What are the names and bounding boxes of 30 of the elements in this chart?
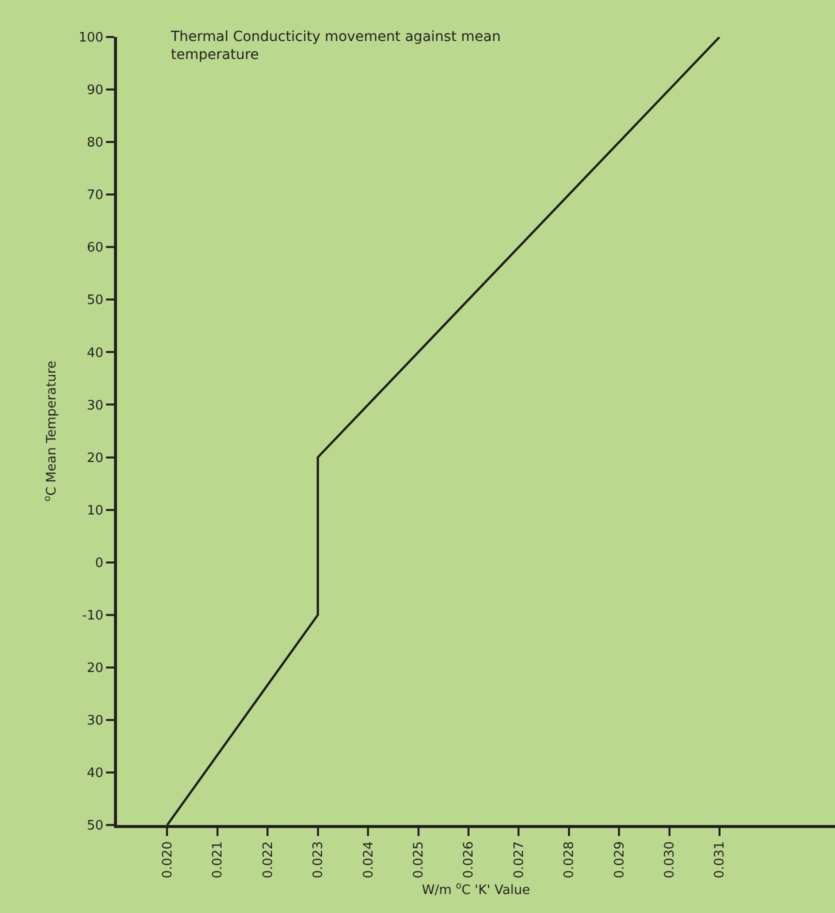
y-tick-label: 40 [86, 766, 104, 782]
x-tick-label: 0.026 [462, 841, 477, 878]
y-tick-label: -10 [82, 608, 104, 624]
y-tick-label: 90 [86, 83, 104, 98]
y-tick-label: 10 [86, 503, 104, 518]
x-tick-label: 0.023 [311, 841, 326, 878]
x-tick-label: 0.025 [411, 841, 426, 878]
x-tick-label: 0.022 [260, 841, 276, 878]
y-tick-label: 80 [86, 136, 104, 151]
y-tick-label: 40 [86, 346, 104, 361]
x-tick-label: 0.029 [612, 841, 628, 878]
y-tick-label: 30 [86, 398, 104, 414]
x-tick-label: 0.030 [662, 841, 678, 878]
chart-title: Thermal Conducticity movement against mean temperature [170, 28, 501, 64]
x-tick-label: 0.031 [712, 841, 728, 878]
x-tick-label: 0.027 [512, 841, 527, 878]
y-tick-label: 70 [86, 188, 104, 204]
y-tick-label: 20 [86, 660, 104, 676]
y-tick-label: 50 [86, 818, 104, 834]
x-tick-label: 0.024 [361, 841, 376, 878]
y-tick-label: 60 [86, 240, 104, 256]
x-axis-title: W/m $^{o}$C 'K' Value [422, 882, 530, 898]
y-tick-label: 100 [78, 30, 104, 46]
y-tick-label: 30 [86, 713, 104, 728]
x-tick-label: 0.028 [562, 841, 578, 878]
x-tick-label: 0.021 [210, 841, 226, 878]
y-tick-label: 20 [86, 450, 104, 466]
x-tick-label: 0.020 [160, 841, 176, 878]
y-tick-label: 0 [95, 556, 104, 571]
y-tick-label: 50 [86, 293, 104, 308]
